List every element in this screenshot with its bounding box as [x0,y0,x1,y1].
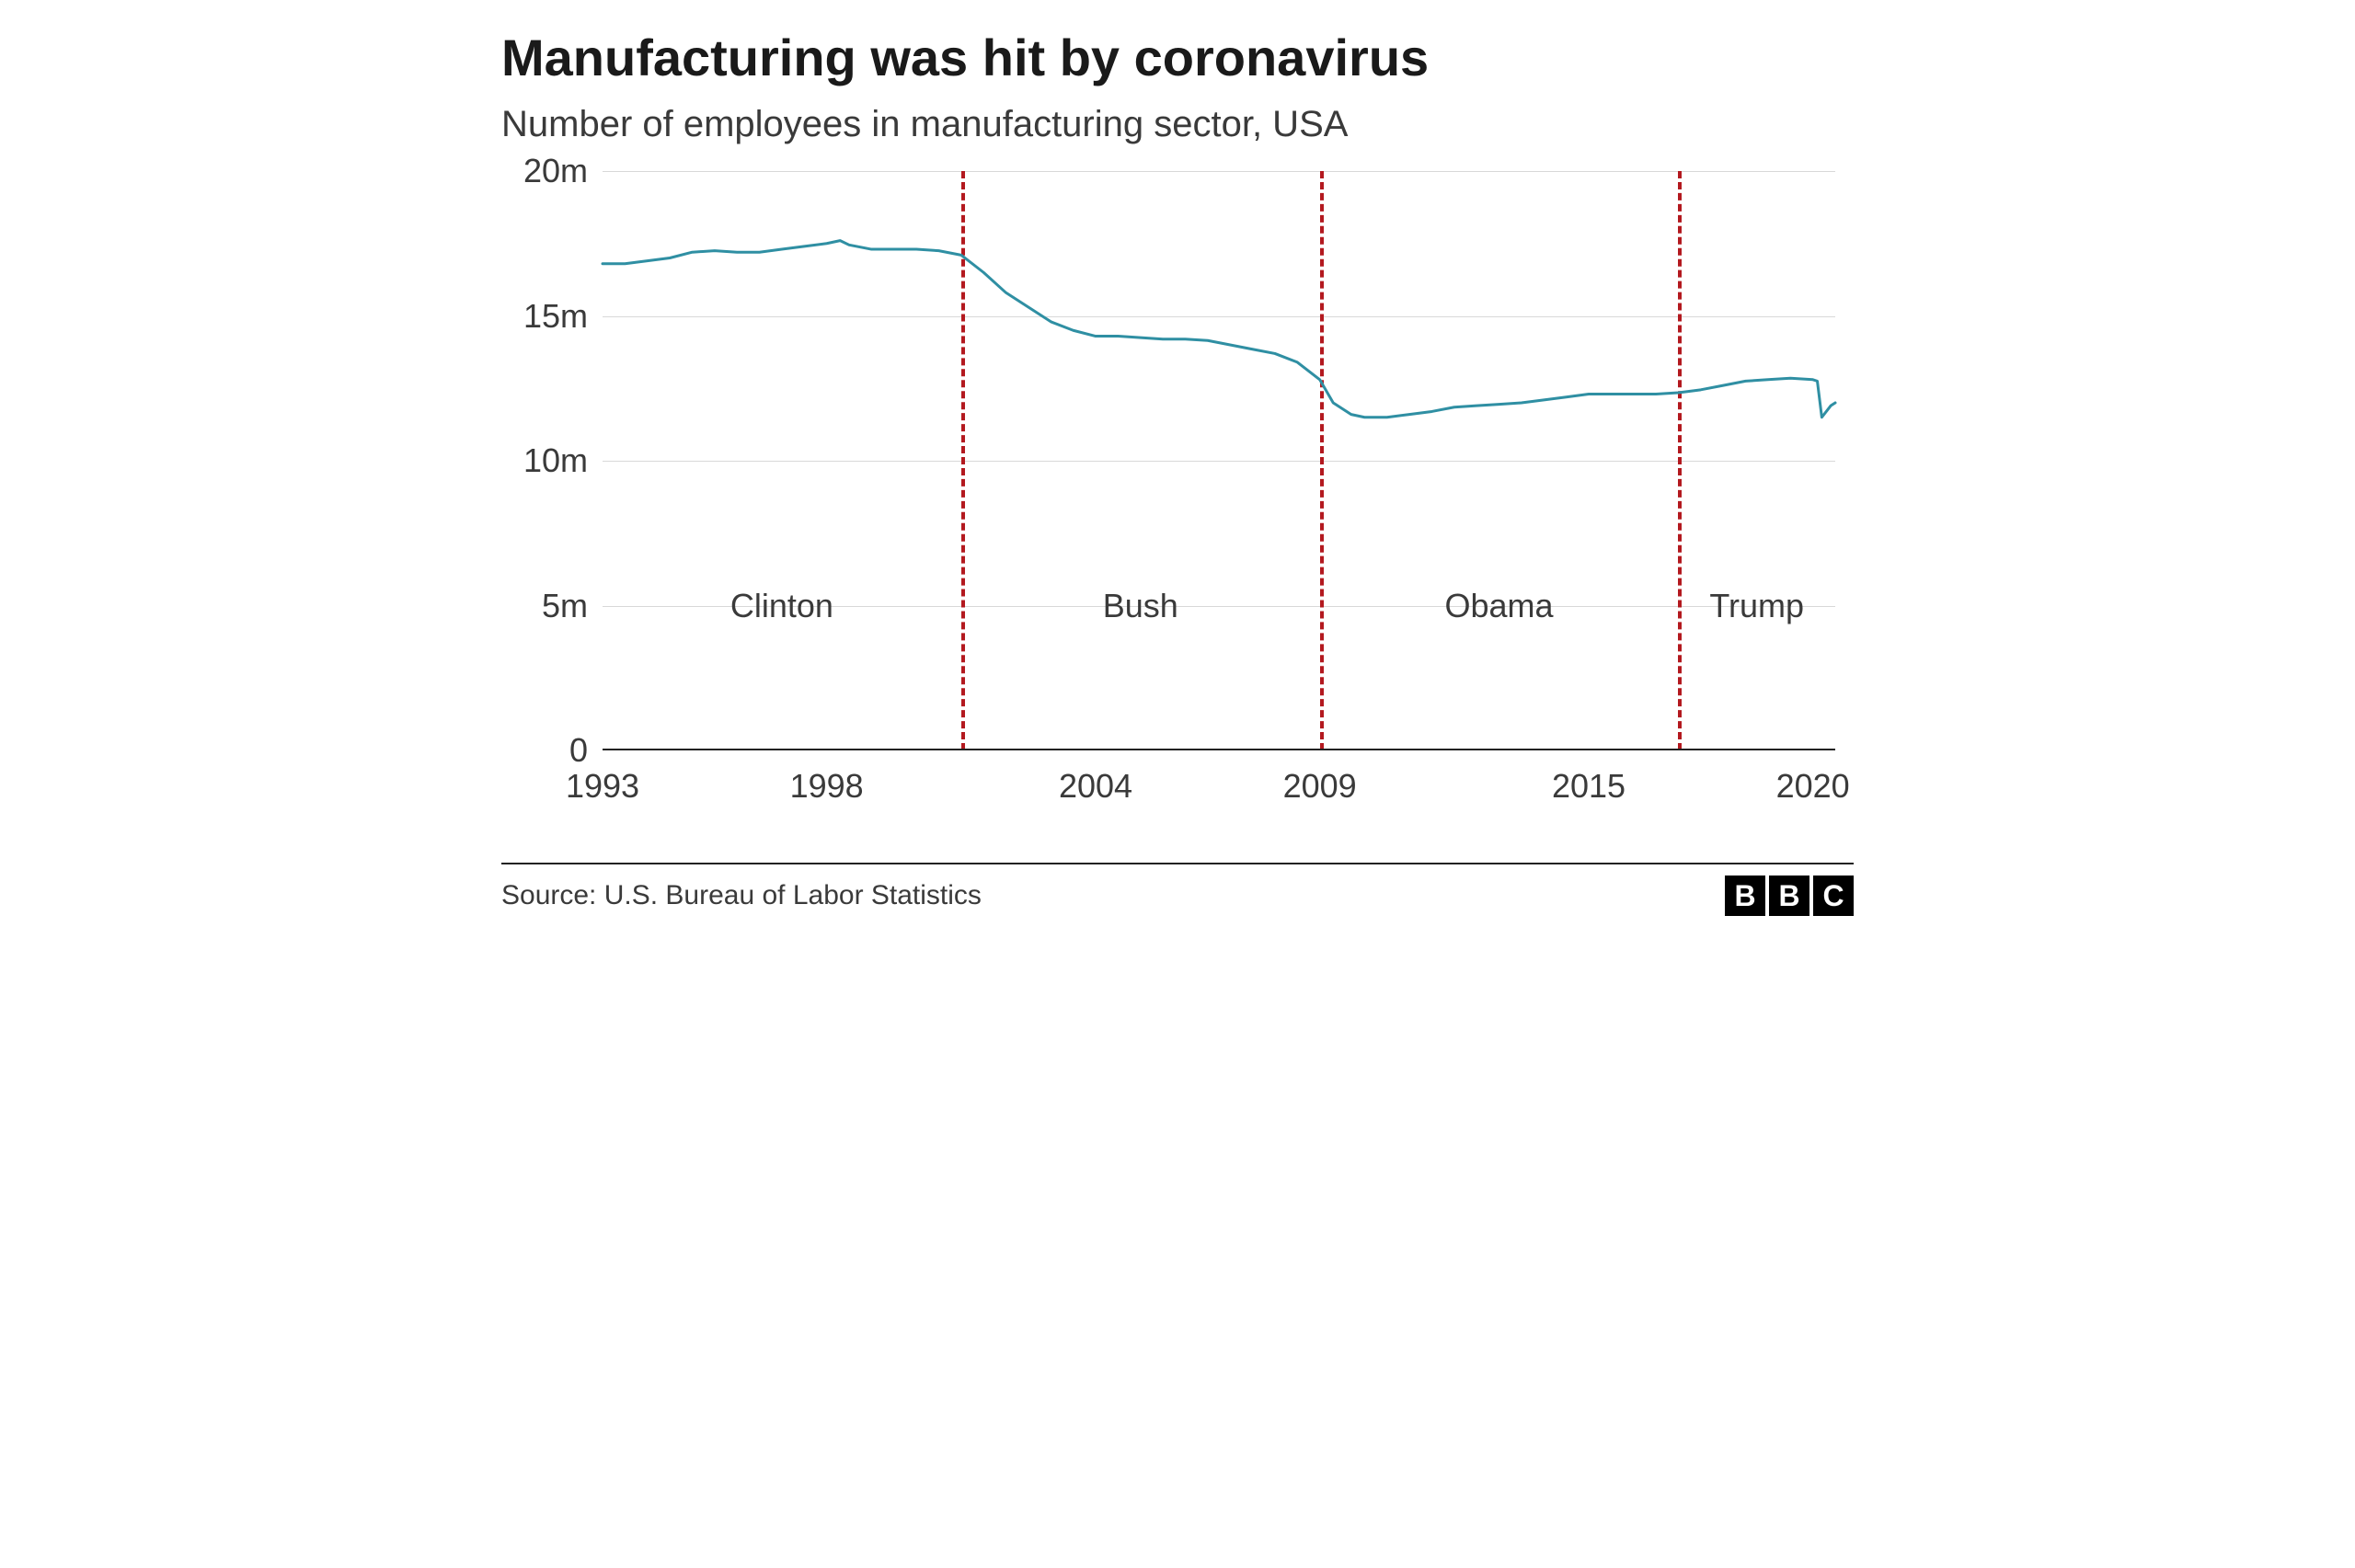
plot-area: Clinton Bush Obama Trump [603,171,1835,750]
y-tick-label: 5m [542,587,588,625]
chart-subtitle: Number of employees in manufacturing sec… [501,104,1854,145]
x-axis: 199319982004200920152020 [603,750,1835,833]
x-tick-label: 2004 [1059,767,1132,806]
series-line [603,241,1835,418]
region-label: Bush [1103,587,1178,625]
y-tick-label: 0 [569,731,588,770]
line-chart-svg [603,171,1835,750]
x-tick-label: 2020 [1776,767,1850,806]
chart-title: Manufacturing was hit by coronavirus [501,28,1854,87]
x-tick-label: 2015 [1552,767,1626,806]
y-tick-label: 15m [523,297,588,336]
x-tick-label: 1998 [790,767,864,806]
plot-wrapper: 05m10m15m20m ClintonBushObamaTrump 19931… [501,171,1854,833]
y-tick-label: 10m [523,441,588,480]
chart-container: Manufacturing was hit by coronavirus Num… [501,28,1854,916]
region-label: Trump [1709,587,1804,625]
x-tick-label: 2009 [1283,767,1357,806]
bbc-logo-letter: B [1725,876,1765,916]
source-text: Source: U.S. Bureau of Labor Statistics [501,880,982,911]
bbc-logo-letter: C [1813,876,1854,916]
region-label: Obama [1445,587,1554,625]
bbc-logo: B B C [1725,876,1854,916]
bbc-logo-letter: B [1769,876,1809,916]
region-label: Clinton [730,587,833,625]
y-axis: 05m10m15m20m [501,171,603,750]
x-tick-label: 1993 [566,767,639,806]
y-tick-label: 20m [523,152,588,190]
chart-footer: Source: U.S. Bureau of Labor Statistics … [501,863,1854,916]
